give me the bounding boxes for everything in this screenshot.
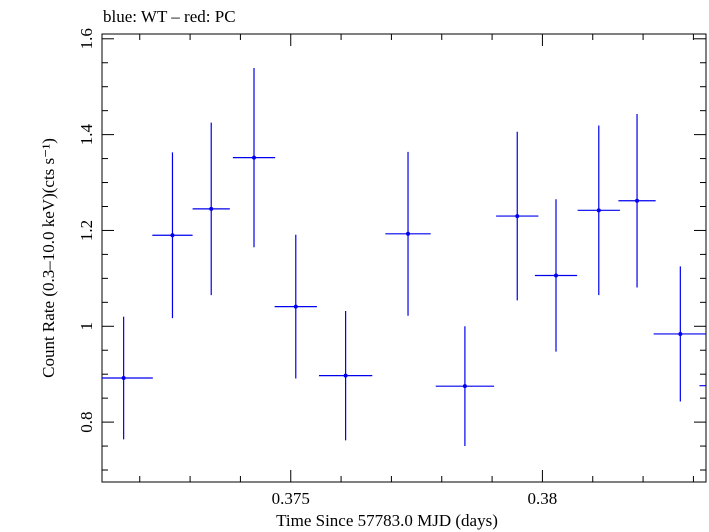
y-tick-label: 1.6 bbox=[77, 28, 96, 49]
y-axis: 0.8 1 1.2 1.4 1.6 bbox=[77, 28, 706, 471]
data-marker bbox=[678, 331, 683, 336]
y-tick-label: 1.4 bbox=[77, 123, 96, 145]
data-marker bbox=[406, 231, 411, 236]
data-marker bbox=[635, 198, 640, 203]
x-tick-label: 0.375 bbox=[272, 489, 310, 508]
x-axis-label: Time Since 57783.0 MJD (days) bbox=[276, 511, 498, 530]
y-tick-label: 1 bbox=[77, 322, 96, 331]
data-point bbox=[653, 266, 706, 402]
data-marker bbox=[515, 214, 520, 219]
x-axis: 0.375 0.38 bbox=[139, 34, 694, 508]
data-point bbox=[274, 234, 317, 379]
data-point bbox=[496, 131, 539, 301]
data-marker bbox=[343, 373, 348, 378]
data-point bbox=[435, 326, 495, 447]
data-marker bbox=[293, 304, 298, 309]
y-axis-label: Count Rate (0.3–10.0 keV)(cts s⁻¹) bbox=[39, 138, 58, 378]
x-tick-label: 0.38 bbox=[528, 489, 558, 508]
chart-title: blue: WT – red: PC bbox=[103, 7, 236, 26]
data-point bbox=[385, 151, 431, 316]
y-tick-label: 0.8 bbox=[77, 411, 96, 432]
data-point bbox=[192, 122, 230, 296]
data-marker bbox=[596, 208, 601, 213]
data-marker bbox=[121, 376, 126, 381]
data-point bbox=[102, 316, 153, 440]
data-marker bbox=[462, 384, 467, 389]
data-point bbox=[618, 114, 656, 288]
data-point bbox=[577, 125, 620, 296]
data-point bbox=[232, 68, 276, 248]
y-tick-label: 1.2 bbox=[77, 220, 96, 241]
data-marker bbox=[554, 273, 559, 278]
data-point bbox=[534, 199, 578, 352]
data-marker bbox=[209, 206, 214, 211]
plot-frame bbox=[101, 33, 707, 483]
data-point bbox=[318, 310, 373, 441]
data-marker bbox=[170, 233, 175, 238]
data-point bbox=[152, 152, 193, 319]
data-marker bbox=[252, 155, 257, 160]
data-points bbox=[102, 68, 706, 447]
